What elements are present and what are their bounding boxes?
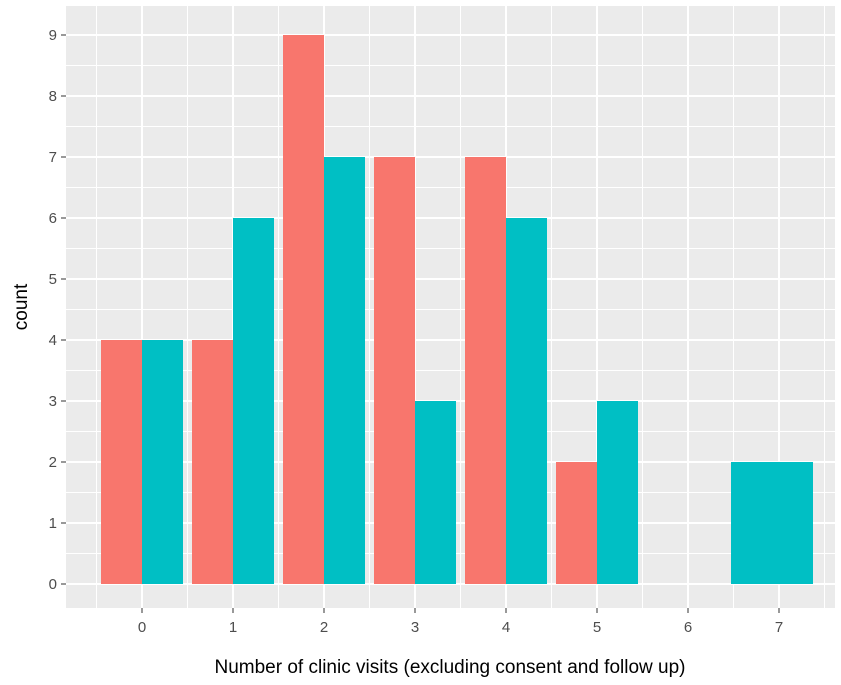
bar-0-series-1 <box>142 340 183 584</box>
bar-2-series-0 <box>283 35 324 584</box>
bar-5-series-1 <box>597 401 638 584</box>
x-tick-label: 6 <box>684 619 692 636</box>
bar-5-series-0 <box>556 462 597 584</box>
y-tick-label: 6 <box>49 210 57 227</box>
y-axis-title: count <box>11 283 32 330</box>
x-tick-label: 3 <box>411 619 419 636</box>
bar-0-series-0 <box>101 340 142 584</box>
x-tick-label: 2 <box>320 619 328 636</box>
y-axis-ticks: 0 1 2 3 4 5 6 7 8 9 <box>49 27 66 593</box>
y-tick-label: 9 <box>49 27 57 44</box>
y-tick-label: 4 <box>49 332 57 349</box>
y-tick-label: 0 <box>49 576 57 593</box>
bar-1-series-0 <box>192 340 233 584</box>
bar-3-series-0 <box>374 157 415 584</box>
x-tick-label: 7 <box>775 619 783 636</box>
x-tick-label: 4 <box>502 619 510 636</box>
bar-1-series-1 <box>233 218 274 584</box>
bar-4-series-0 <box>465 157 506 584</box>
bars <box>101 35 813 584</box>
x-tick-label: 0 <box>138 619 146 636</box>
x-axis-ticks: 0 1 2 3 4 5 6 7 <box>138 608 783 636</box>
x-tick-label: 1 <box>229 619 237 636</box>
bar-3-series-1 <box>415 401 456 584</box>
y-tick-label: 7 <box>49 149 57 166</box>
y-tick-label: 1 <box>49 515 57 532</box>
bar-2-series-1 <box>324 157 365 584</box>
bar-4-series-1 <box>506 218 547 584</box>
x-tick-label: 5 <box>593 619 601 636</box>
y-tick-label: 2 <box>49 454 57 471</box>
y-tick-label: 8 <box>49 88 57 105</box>
y-tick-label: 5 <box>49 271 57 288</box>
x-axis-title: Number of clinic visits (excluding conse… <box>215 657 686 678</box>
bar-7-series-1 <box>731 462 813 584</box>
y-tick-label: 3 <box>49 393 57 410</box>
